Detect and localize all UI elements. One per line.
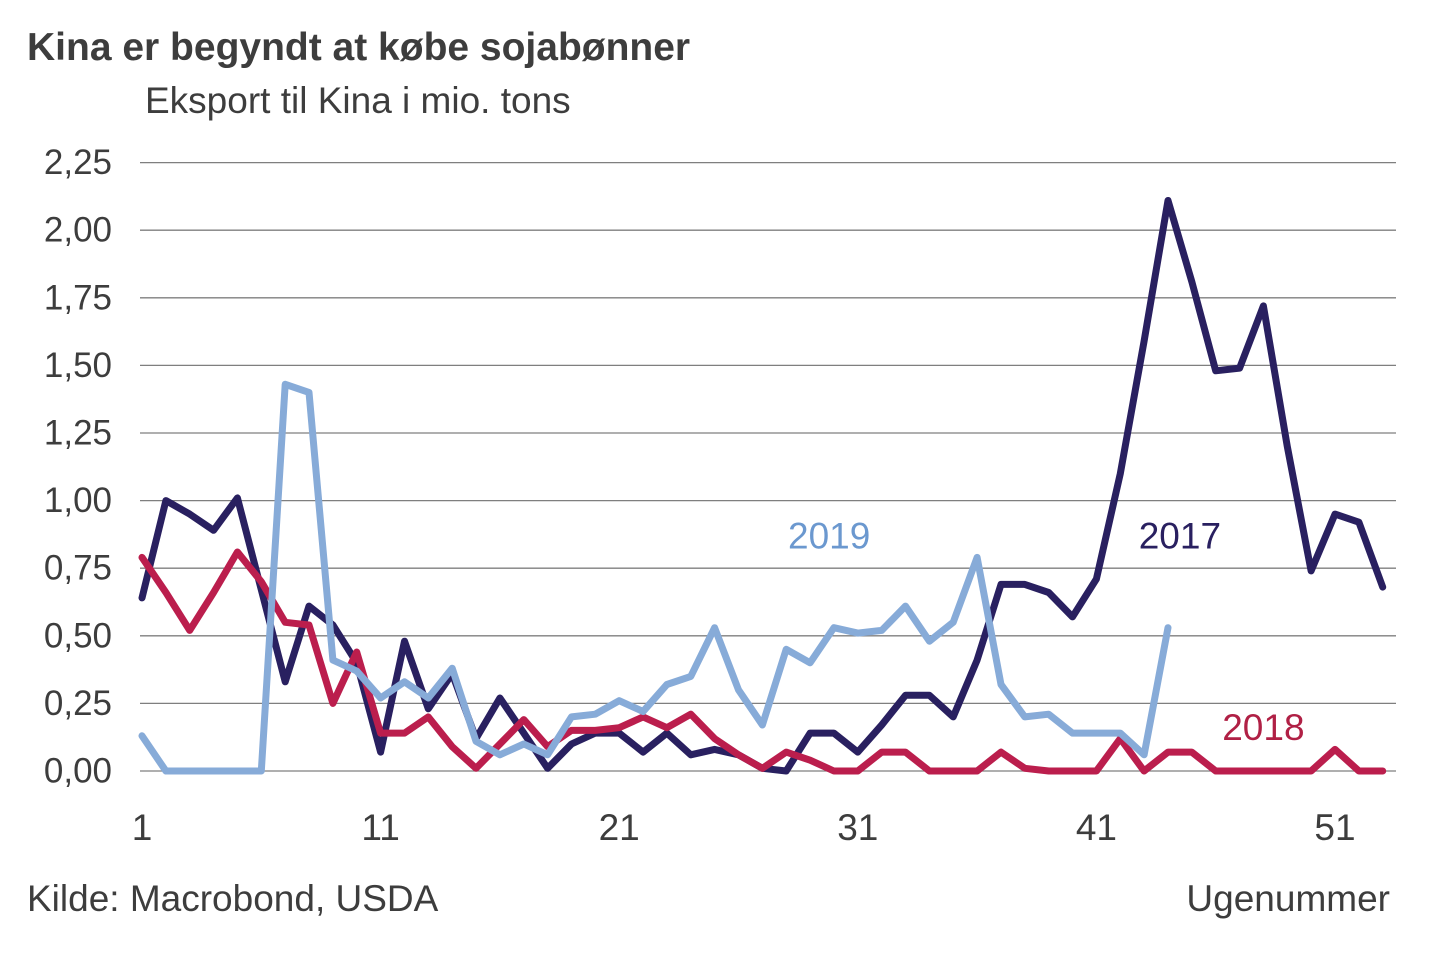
x-tick-label: 51: [1314, 807, 1355, 848]
y-tick-label: 0,75: [44, 549, 112, 588]
y-tick-label: 1,00: [44, 481, 112, 520]
y-tick-label: 1,25: [44, 414, 112, 453]
y-tick-label: 1,50: [44, 346, 112, 385]
x-tick-label: 1: [132, 807, 153, 848]
source-label: Kilde: Macrobond, USDA: [27, 878, 439, 919]
x-tick-label: 41: [1076, 807, 1117, 848]
x-tick-label: 21: [599, 807, 640, 848]
chart-subtitle: Eksport til Kina i mio. tons: [145, 80, 571, 121]
y-tick-label: 2,25: [44, 143, 112, 182]
y-tick-label: 0,50: [44, 616, 112, 655]
chart-title: Kina er begyndt at købe sojabønner: [27, 26, 691, 69]
xaxis-unit-label: Ugenummer: [1186, 878, 1390, 919]
series-label-2018: 2018: [1222, 707, 1304, 748]
y-tick-label: 1,75: [44, 278, 112, 317]
y-tick-label: 0,00: [44, 752, 112, 791]
y-tick-label: 0,25: [44, 684, 112, 723]
series-line-2019: [138, 380, 1172, 775]
y-tick-label: 2,00: [44, 211, 112, 250]
series-label-2019: 2019: [788, 515, 870, 556]
x-tick-label: 31: [837, 807, 878, 848]
series-label-2017: 2017: [1139, 515, 1221, 556]
x-tick-label: 11: [361, 807, 399, 848]
